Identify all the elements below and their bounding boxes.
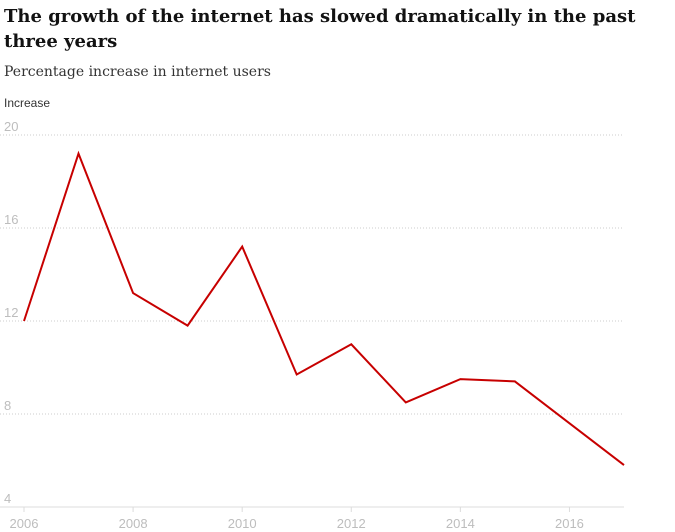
data-point-2017	[618, 459, 630, 471]
y-tick-label: 4	[4, 491, 11, 506]
x-tick-label: 2012	[337, 516, 366, 531]
x-tick-label: 2008	[119, 516, 148, 531]
data-point-2014	[454, 373, 466, 385]
series-line-increase	[23, 150, 625, 466]
data-point-2016	[563, 417, 575, 429]
data-point-2012	[345, 338, 357, 350]
data-point-2009	[182, 320, 194, 332]
chart-subtitle: Percentage increase in internet users	[4, 64, 271, 80]
y-tick-label: 20	[4, 119, 18, 134]
data-point-2008	[127, 287, 139, 299]
data-point-2010	[236, 241, 248, 253]
x-tick-label: 2016	[555, 516, 584, 531]
data-point-2015	[509, 375, 521, 387]
chart-title: The growth of the internet has slowed dr…	[4, 6, 636, 52]
y-tick-label: 8	[4, 398, 11, 413]
data-point-2006	[18, 315, 30, 327]
data-point-2011	[291, 368, 303, 380]
data-point-2013	[400, 396, 412, 408]
y-axis-ticks: 4 8 12 16 20	[4, 119, 18, 506]
y-axis-label: Increase	[4, 96, 51, 110]
data-point-2007	[73, 148, 85, 160]
series-layer	[18, 148, 630, 471]
y-tick-label: 16	[4, 212, 18, 227]
x-tick-label: 2010	[228, 516, 257, 531]
x-tick-label: 2006	[10, 516, 39, 531]
x-tick-label: 2014	[446, 516, 475, 531]
gridlines	[0, 134, 624, 508]
y-tick-label: 12	[4, 305, 18, 320]
x-axis-ticks: 2006 2008 2010 2012 2014 2016	[10, 507, 584, 531]
